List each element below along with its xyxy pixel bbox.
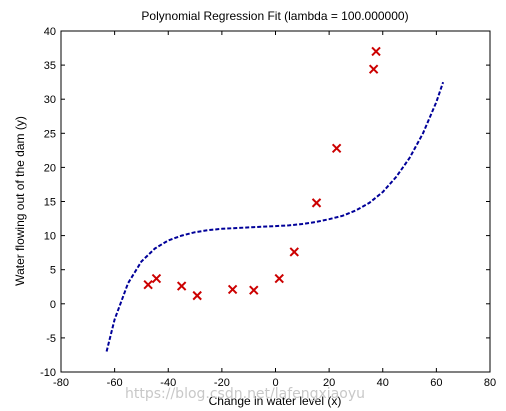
y-tick-label: 30 xyxy=(44,94,56,106)
y-tick-label: -10 xyxy=(40,367,56,379)
data-point xyxy=(227,284,238,295)
data-point xyxy=(176,281,187,291)
y-tick-label: 0 xyxy=(50,299,56,311)
y-tick-label: 35 xyxy=(44,60,56,72)
y-tick-label: 10 xyxy=(44,231,56,243)
data-point xyxy=(151,273,162,284)
data-point xyxy=(371,46,381,57)
y-tick-label: -5 xyxy=(46,333,56,345)
y-tick-label: 5 xyxy=(50,265,56,277)
x-tick-label: -20 xyxy=(214,377,230,389)
y-tick-label: 15 xyxy=(44,197,56,209)
x-tick-label: 20 xyxy=(323,377,335,389)
plot-area xyxy=(60,30,491,373)
data-point xyxy=(143,279,153,290)
x-tick-label: 60 xyxy=(430,377,442,389)
data-point xyxy=(289,247,299,257)
x-tick-label: 0 xyxy=(272,377,278,389)
data-point xyxy=(274,273,284,284)
x-axis-label: Change in water level (x) xyxy=(209,394,342,408)
x-tick-label: -40 xyxy=(160,377,176,389)
y-tick-label: 20 xyxy=(44,162,56,174)
x-tick-label: -60 xyxy=(107,377,123,389)
data-point xyxy=(331,143,342,154)
data-point xyxy=(249,285,259,295)
axis-ticks: -80 -60 -40 -20 0 20 40 60 80 -10 -5 0 5 10 15 20 25 30 35… xyxy=(40,26,496,389)
chart-title: Polynomial Regression Fit (lambda = 100.… xyxy=(141,9,408,23)
x-tick-label: 40 xyxy=(377,377,389,389)
watermark: https://blog.csdn.net/lafengxiaoyu xyxy=(125,386,365,402)
data-points xyxy=(143,46,381,301)
data-point xyxy=(192,290,202,301)
data-point xyxy=(368,64,379,74)
x-tick-label: -80 xyxy=(53,377,69,389)
data-point xyxy=(311,198,322,208)
x-tick-label: 80 xyxy=(484,377,496,389)
fit-curve xyxy=(105,81,445,352)
y-tick-label: 40 xyxy=(44,26,56,38)
y-tick-label: 25 xyxy=(44,128,56,140)
y-axis-label: Water flowing out of the dam (y) xyxy=(13,116,27,286)
